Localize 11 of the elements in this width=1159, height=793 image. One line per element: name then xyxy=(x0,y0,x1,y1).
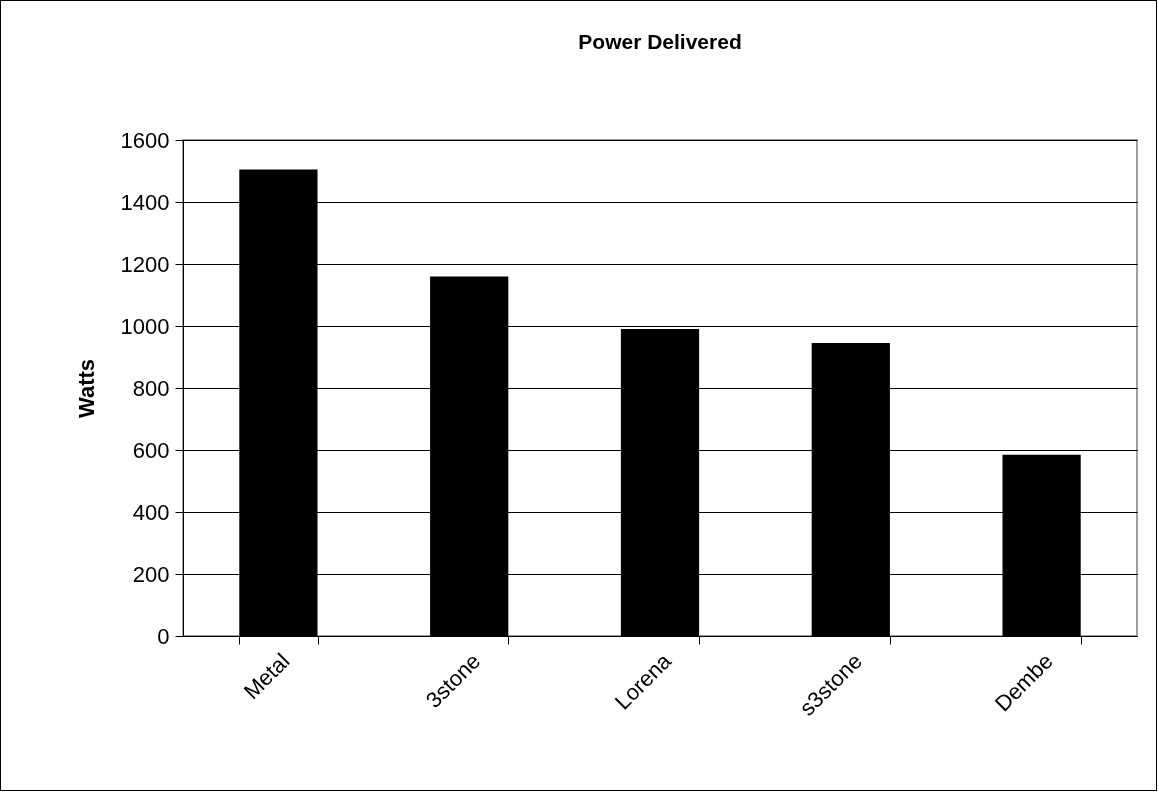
y-tick-label: 200 xyxy=(132,561,170,587)
y-tick-label: 1600 xyxy=(120,127,170,153)
y-tick-label: 400 xyxy=(132,499,170,525)
y-axis-title: Watts xyxy=(73,358,99,419)
y-tick-label: 1000 xyxy=(120,313,170,339)
y-tick-label: 1200 xyxy=(120,251,170,277)
y-tick-label: 600 xyxy=(132,437,170,463)
chart-title: Power Delivered xyxy=(578,30,742,53)
y-tick-label: 800 xyxy=(132,375,170,401)
y-tick-label: 1400 xyxy=(120,189,170,215)
y-tick-label: 0 xyxy=(157,623,170,649)
